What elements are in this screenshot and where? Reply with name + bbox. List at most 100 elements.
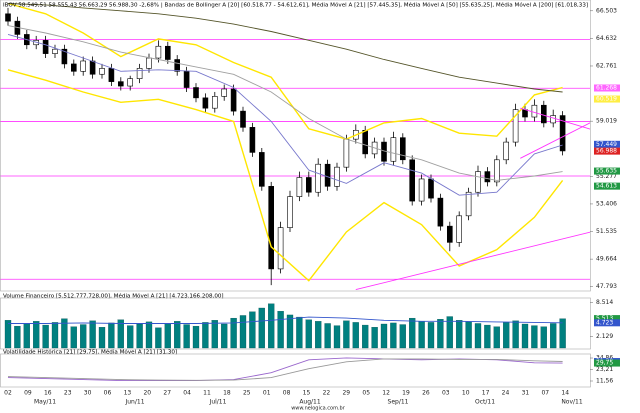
volume-bar (4, 320, 12, 349)
indicator-line (7, 69, 564, 282)
indicator-line (7, 33, 563, 196)
candle-body (118, 81, 124, 87)
x-tick-label: 13 (124, 390, 132, 397)
candle-body (240, 110, 246, 128)
volume-bar (145, 321, 153, 349)
candle-body (277, 227, 284, 270)
candle-body (89, 60, 96, 75)
candle-body (249, 127, 256, 153)
volume-bar (474, 323, 482, 349)
x-tick-label: 17 (482, 390, 490, 397)
price-label-box (594, 359, 620, 367)
x-tick-label: 24 (502, 390, 510, 397)
x-tick-label: 10 (462, 390, 470, 397)
volume-bar (399, 324, 406, 349)
y-tick-label: 55.277 (596, 173, 617, 180)
volume-bar (98, 327, 106, 349)
y-tick-label: 47.793 (596, 283, 617, 290)
candle-body (428, 178, 434, 199)
candle-body (315, 163, 322, 193)
price-label-box (594, 167, 620, 175)
indicator-line (7, 3, 563, 93)
candle-body (212, 96, 218, 109)
volume-bar (324, 323, 331, 349)
volume-bar (296, 316, 303, 349)
volume-panel (4, 303, 566, 349)
volume-bar (427, 322, 435, 349)
x-tick-label: 20 (143, 390, 151, 397)
candle-body (512, 109, 519, 143)
candle-body (221, 88, 227, 97)
x-tick-label: 02 (4, 390, 12, 397)
volume-bar (230, 317, 237, 349)
candle-body (409, 159, 416, 202)
volume-bar (286, 314, 294, 349)
price-label-box (594, 147, 620, 155)
candle-body (258, 152, 265, 187)
price-label-box (594, 84, 620, 92)
volume-bar (333, 325, 341, 349)
volatility-panel (7, 357, 563, 382)
candle-body (446, 225, 453, 243)
month-label: Sep/11 (388, 399, 409, 406)
candle-body (165, 45, 171, 60)
y-tick-label: 34,86 (596, 355, 613, 362)
volume-bar (80, 324, 87, 349)
volume-bar (268, 303, 275, 349)
volume-bar (540, 326, 547, 349)
volume-bar (512, 320, 519, 349)
volume-bar (164, 323, 171, 349)
panel-frame (0, 353, 591, 388)
candle-body (324, 163, 331, 187)
month-label: Nov/11 (561, 399, 583, 406)
candle-body (503, 141, 510, 161)
volume-bar (503, 322, 510, 349)
candle-body (230, 88, 237, 112)
candle-body (531, 104, 538, 118)
y-tick-label: 2.129 (596, 333, 613, 340)
x-tick-label: 16 (44, 390, 52, 397)
x-tick-label: 22 (323, 390, 331, 397)
y-tick-label: 49.664 (596, 256, 617, 263)
volume-bar (136, 323, 143, 349)
volume-bar (127, 325, 134, 349)
volume-bar (61, 318, 68, 349)
volume-bar (484, 324, 491, 349)
volume-bar (258, 307, 265, 349)
candle-body (484, 171, 491, 183)
y-tick-label: 11,56 (596, 378, 613, 385)
volume-bar (117, 319, 124, 349)
candle-body (399, 137, 406, 161)
candle-body (174, 59, 180, 72)
x-tick-label: 26 (422, 390, 430, 397)
candle-body (136, 68, 143, 79)
candle-body (52, 48, 58, 54)
volume-bar (456, 320, 463, 349)
volume-bar (249, 311, 256, 349)
price-header: IBOV 58.549,51 58.555,43 56.663,29 56.98… (3, 2, 588, 9)
volume-bar (305, 319, 312, 349)
x-tick-label: 23 (64, 390, 72, 397)
volume-bar (315, 321, 322, 349)
candle-body (42, 40, 49, 54)
x-tick-label: 11 (203, 390, 211, 397)
volume-bar (51, 322, 59, 349)
volume-header: Volume Financeiro [5.512.777.728,00], Mé… (3, 293, 224, 300)
price-label: 56.988 (596, 148, 617, 155)
x-tick-label: 01 (263, 390, 271, 397)
volume-bar (550, 323, 557, 349)
volume-bar (380, 323, 388, 349)
y-tick-label: 8.514 (596, 299, 613, 306)
price-label: 4.723 (596, 319, 613, 326)
price-label-box (594, 95, 620, 103)
volume-bar (239, 315, 247, 349)
x-tick-label: 19 (402, 390, 410, 397)
volume-bar (33, 321, 40, 349)
volume-bar (221, 323, 228, 349)
volume-bar (409, 317, 416, 349)
candle-body (437, 197, 444, 227)
y-tick-label: 62.761 (596, 62, 617, 69)
volume-bar (192, 325, 200, 349)
price-panel (0, 2, 590, 291)
